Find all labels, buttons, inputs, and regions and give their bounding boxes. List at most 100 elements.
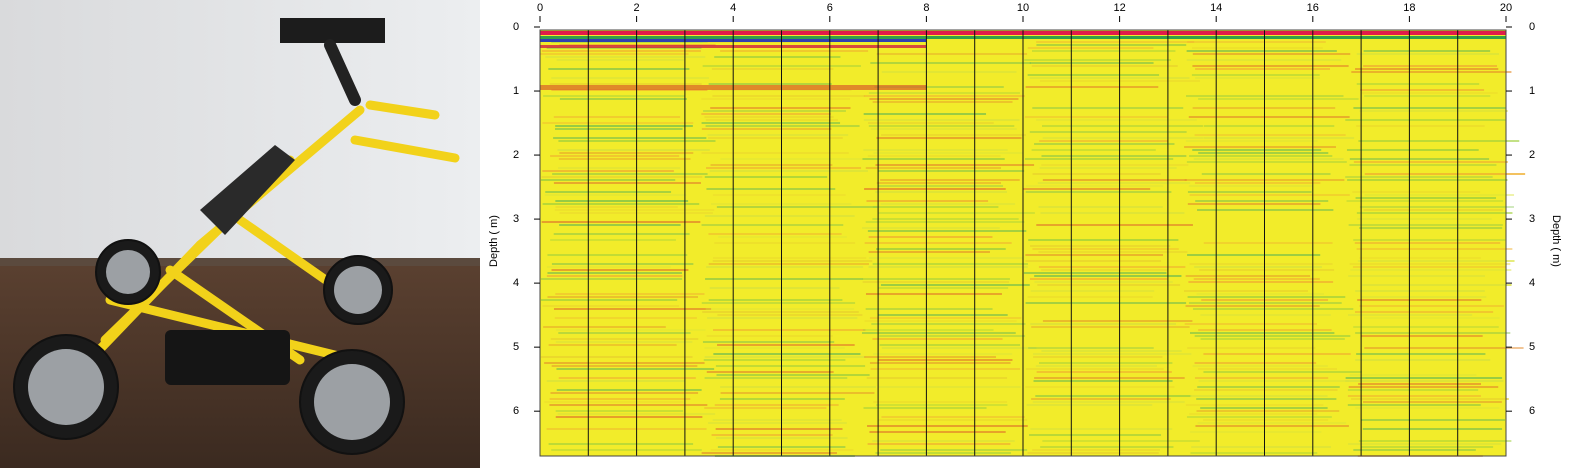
- reflection: [863, 407, 987, 409]
- reflection: [704, 215, 855, 217]
- reflection: [1034, 281, 1173, 283]
- reflection: [716, 206, 878, 208]
- reflection: [864, 188, 1006, 190]
- reflection: [714, 56, 841, 58]
- reflection: [872, 338, 1003, 340]
- reflection: [1194, 335, 1351, 337]
- reflection: [554, 209, 715, 211]
- reflection: [1023, 272, 1167, 274]
- radargram: [539, 29, 1526, 457]
- reflection: [1203, 125, 1335, 127]
- reflection: [556, 368, 715, 370]
- y-tick-label-right: 4: [1529, 277, 1535, 289]
- reflection: [871, 323, 1026, 325]
- reflection: [1034, 377, 1185, 379]
- reflection: [1203, 419, 1329, 421]
- y-tick-label: 5: [513, 341, 519, 353]
- x-tick-label: 6: [827, 2, 833, 14]
- reflection: [1363, 50, 1491, 52]
- reflection: [1030, 290, 1155, 292]
- reflection: [878, 386, 1021, 388]
- reflection: [708, 137, 843, 139]
- reflection: [1194, 266, 1322, 268]
- reflection: [555, 125, 693, 127]
- reflection: [1185, 140, 1318, 142]
- reflection: [1198, 152, 1329, 154]
- reflection: [865, 167, 1002, 169]
- reflection: [878, 287, 1009, 289]
- y-tick-label: 4: [513, 277, 519, 289]
- reflection: [1025, 191, 1172, 193]
- x-tick-label: 20: [1500, 2, 1512, 14]
- reflection: [1357, 260, 1515, 262]
- x-tick-label: 8: [923, 2, 929, 14]
- reflection: [862, 329, 994, 331]
- reflection: [544, 362, 705, 364]
- reflection: [1042, 320, 1193, 322]
- reflection: [1199, 269, 1335, 271]
- reflection: [869, 317, 1022, 319]
- reflection: [1353, 326, 1499, 328]
- reflection: [548, 443, 694, 445]
- reflection: [881, 71, 1017, 73]
- reflection: [1361, 296, 1487, 298]
- reflection: [1358, 440, 1512, 442]
- reflection: [1360, 446, 1494, 448]
- reflection: [1356, 248, 1513, 250]
- reflection: [1355, 407, 1500, 409]
- reflection: [1347, 389, 1479, 391]
- reflection: [1032, 449, 1160, 451]
- x-tick-label: 2: [634, 2, 640, 14]
- reflection: [1184, 290, 1308, 292]
- reflection: [1347, 395, 1481, 397]
- reflection: [1201, 173, 1331, 175]
- reflection: [551, 365, 698, 367]
- reflection: [1198, 368, 1337, 370]
- reflection: [1029, 77, 1190, 79]
- reflection: [1189, 413, 1318, 415]
- reflection: [704, 116, 834, 118]
- reflection: [548, 344, 677, 346]
- reflection: [547, 272, 682, 274]
- reflection: [1349, 158, 1490, 160]
- reflection: [704, 377, 848, 379]
- reflection: [549, 83, 702, 85]
- reflection: [541, 278, 683, 280]
- reflection: [1188, 302, 1342, 304]
- reflection: [1345, 119, 1506, 121]
- reflection: [876, 182, 1002, 184]
- reflection: [717, 314, 863, 316]
- reflection: [1361, 92, 1498, 94]
- y-tick-label-right: 6: [1529, 405, 1535, 417]
- reflection: [1034, 143, 1175, 145]
- reflection: [547, 296, 699, 298]
- reflection: [1353, 239, 1506, 241]
- reflection: [1035, 365, 1157, 367]
- reflection: [1028, 239, 1179, 241]
- reflection: [549, 404, 708, 406]
- reflection: [715, 428, 843, 430]
- reflection: [1355, 197, 1496, 199]
- reflection: [1351, 398, 1509, 400]
- reflection: [862, 332, 1016, 334]
- reflection: [543, 326, 666, 328]
- reflection: [865, 308, 993, 310]
- x-tick-label: 12: [1113, 2, 1125, 14]
- x-tick-label: 10: [1017, 2, 1029, 14]
- reflection: [555, 416, 703, 418]
- reflection: [720, 158, 875, 160]
- reflection: [1190, 431, 1322, 433]
- reflection: [879, 335, 1026, 337]
- reflection: [1200, 407, 1328, 409]
- reflection: [862, 281, 1010, 283]
- y-tick-label: 1: [513, 85, 519, 97]
- reflection: [546, 380, 686, 382]
- reflection: [1029, 278, 1168, 280]
- reflection: [1187, 203, 1321, 205]
- reflection: [1031, 149, 1156, 151]
- reflection: [1192, 149, 1322, 151]
- reflection: [868, 266, 1028, 268]
- reflection: [550, 239, 676, 241]
- x-tick-label: 0: [537, 2, 543, 14]
- reflection: [1040, 212, 1185, 214]
